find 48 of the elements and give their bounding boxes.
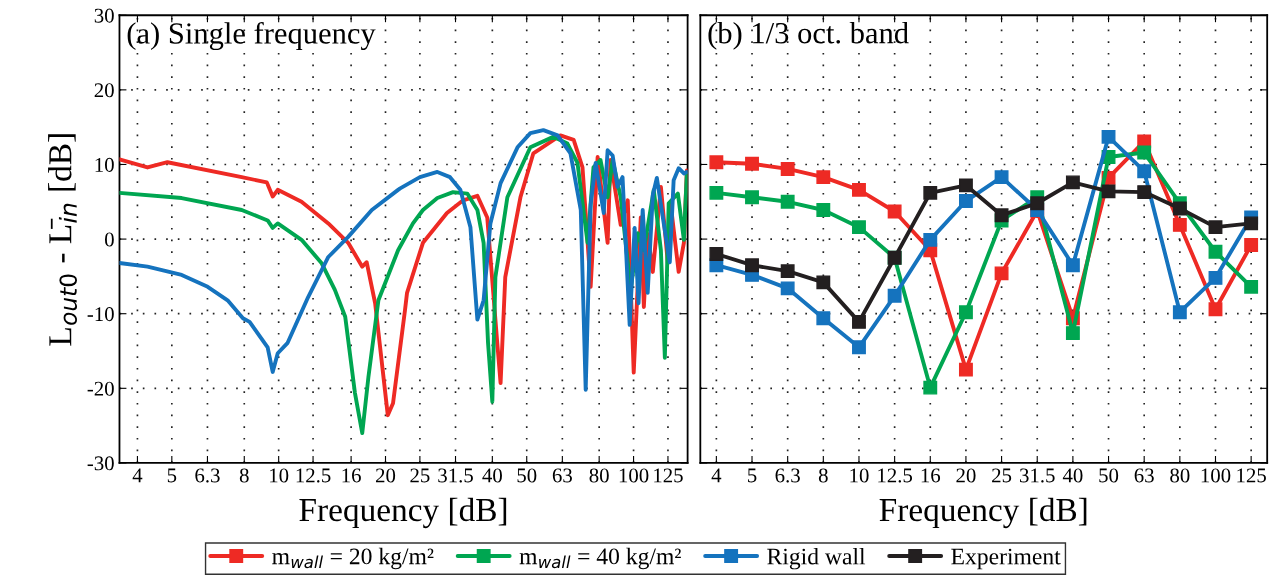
y-tick-label: 10 [95,157,114,172]
x-tick-label: 8 [818,468,828,483]
chart-title: (b) 1/3 oct. band [708,21,909,50]
y-tick-label: -20 [87,381,114,396]
legend-label: Rigid wall [767,547,866,570]
x-tick-label: 20 [376,468,396,483]
x-tick-label: 63 [552,468,572,483]
y-axis-title: L$_{out0}$ - L̄$_{in}$ [dB] [48,134,78,346]
x-tick-label: 8 [239,468,249,483]
x-tick-label: 25 [410,468,430,483]
x-tick-label: 125 [1237,468,1266,483]
x-tick-label: 12.5 [296,468,331,483]
x-tick-label: 31.5 [438,468,473,483]
legend-label: m$_{wall}$ = 40 kg/m² [519,547,681,570]
x-tick-label: 4 [132,468,143,483]
legend-label: Experiment [951,548,1061,570]
y-tick-label: -30 [87,456,114,471]
x-tick-label: 25 [992,468,1012,483]
x-tick-label: 40 [482,468,502,483]
x-tick-label: 16 [921,468,941,483]
x-axis-title: Frequency [dB] [299,497,507,529]
x-tick-label: 100 [1201,468,1231,483]
x-tick-label: 6.3 [195,468,220,483]
y-tick-label: 30 [94,8,114,23]
x-tick-label: 5 [748,468,757,483]
x-tick-label: 10 [850,468,869,483]
x-tick-label: 80 [1170,468,1190,483]
x-tick-label: 20 [956,468,976,483]
x-axis-title: Frequency [dB] [879,497,1087,529]
y-tick-label: 0 [104,232,114,247]
x-tick-label: 63 [1134,468,1154,483]
x-tick-label: 6.3 [775,468,800,483]
x-tick-label: 16 [342,468,361,483]
y-tick-label: 20 [94,83,114,98]
x-tick-label: 12.5 [878,468,913,483]
x-tick-label: 80 [589,468,609,483]
x-tick-label: 10 [270,468,289,483]
x-tick-label: 31.5 [1020,468,1055,483]
x-tick-label: 100 [619,468,649,483]
chart-title: (a) Single frequency [127,21,376,51]
y-tick-label: -10 [87,307,114,322]
x-tick-label: 125 [654,468,683,483]
x-tick-label: 5 [167,468,177,483]
legend-label: m$_{wall}$ = 20 kg/m² [272,547,434,570]
x-tick-label: 40 [1062,468,1083,483]
x-tick-label: 50 [517,468,537,483]
x-tick-label: 4 [711,468,722,483]
x-tick-label: 50 [1099,468,1119,483]
